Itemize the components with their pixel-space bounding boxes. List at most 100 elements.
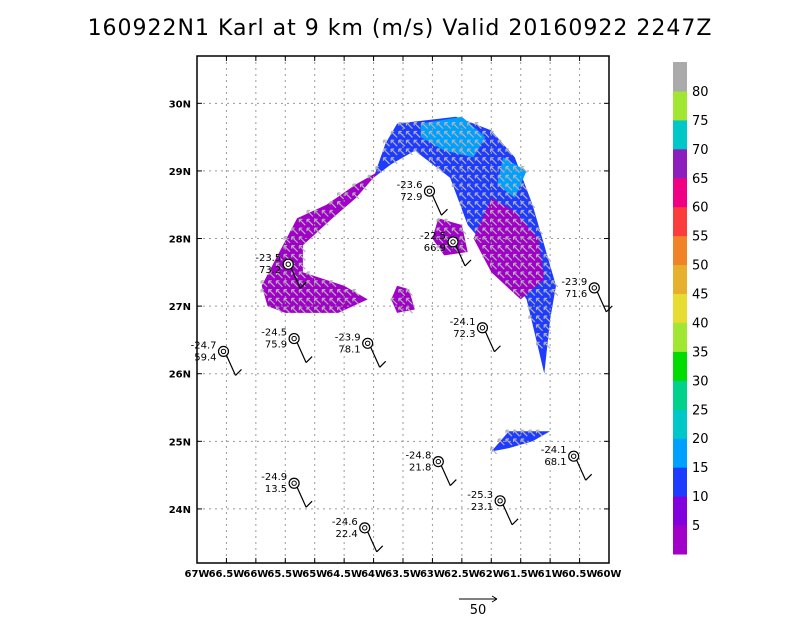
wind-arrow-head [467,218,471,223]
wind-arrow-head [436,157,441,161]
wind-arrow [321,210,329,217]
wind-arrow-head [528,289,532,293]
wind-arrow-head [459,165,464,170]
wind-arrow [398,122,406,130]
wind-arrow-head [551,280,555,284]
wind-arrow-head [490,174,494,179]
wind-arrow-head [535,315,540,319]
wind-arrow [505,192,513,200]
wind-arrow [497,262,505,270]
wind-arrow-head [298,271,303,276]
wind-arrow-head [390,148,395,152]
wind-arrow-head [329,306,333,311]
wind-arrow [528,306,536,314]
wind-arrow [268,297,276,305]
wind-arrow-head [505,253,509,258]
wind-arrow [467,192,475,200]
wind-arrow-head [329,209,333,214]
wind-arrow-head [535,280,540,284]
wind-arrow-head [321,280,326,284]
colorbar-swatch [673,496,687,526]
wind-arrow [505,227,513,235]
wind-arrow [429,139,436,147]
wind-arrow [291,254,299,261]
wind-arrow [352,289,360,297]
wind-arrow [497,236,505,244]
wind-arrow [490,166,498,173]
wind-arrow-head [497,271,502,276]
wind-arrow [490,262,498,270]
colorbar-swatch [673,264,687,295]
wind-arrow [474,201,482,209]
wind-arrow [421,122,429,130]
station-ring [282,258,294,270]
station-8: -24.821.8 [405,451,457,487]
wind-arrow [490,192,498,200]
wind-arrow-head [520,271,525,276]
wind-arrow-head [474,209,479,214]
wind-arrow-head [535,324,540,328]
wind-arrow-head [497,192,502,196]
wind-arrow-head [512,201,517,205]
wind-arrow-head [497,183,502,188]
wind-arrow-head [505,209,509,214]
wind-arrow-head [321,306,326,311]
wind-arrow-head [497,245,502,249]
wind-barb-flag [441,208,448,216]
wind-arrow-head [520,218,525,223]
colorbar-label: 45 [692,288,709,303]
wind-arrow [291,236,299,244]
station-ring [288,332,300,345]
station-wind: 59.4 [194,352,216,363]
wind-arrow [459,227,467,235]
colorbar-label: 70 [692,143,709,158]
wind-arrow-head [283,306,288,311]
wind-arrow [467,201,475,209]
wind-arrow-head [413,139,418,144]
wind-arrow-head [291,289,295,293]
station-dot [435,458,442,465]
wind-arrow [513,429,521,437]
wind-arrow [459,236,467,244]
wind-arrow-head [505,245,509,249]
wind-arrow [505,429,513,437]
wind-arrow [337,201,345,209]
wind-arrow-head [467,139,471,144]
x-tick-label: 65W [302,569,327,580]
wind-arrow [528,315,536,323]
wind-arrow-head [474,236,479,240]
wind-arrow [444,157,452,165]
x-tick-label: 65.5W [267,569,303,580]
wind-arrow [459,166,467,173]
station-ring [359,522,371,534]
wind-arrow [497,183,505,191]
wind-arrow [291,297,299,305]
wind-arrow-head [337,201,341,205]
wind-arrow-head [482,218,486,223]
wind-arrow [505,210,513,217]
wind-arrow-head [260,289,265,293]
wind-arrow [474,157,482,165]
wind-arrow [344,289,352,297]
wind-arrow [490,183,498,191]
wind-arrow-head [451,148,456,152]
wind-arrow-head [505,438,509,442]
y-tick-label: 26N [169,370,191,381]
wind-arrow-head [474,157,479,161]
colorbar-label: 20 [692,432,709,447]
wind-arrow-head [451,174,456,179]
wind-barb [296,342,307,363]
wind-arrow-head [520,183,525,188]
wind-arrow [383,157,390,165]
wind-arrow-head [451,130,456,135]
wind-arrow [543,262,551,270]
wind-arrow-head [459,183,464,188]
wind-arrow-head [505,157,509,161]
station-dot [426,188,433,194]
wind-arrow-head [490,192,494,196]
wind-barb-flag [464,259,472,267]
wind-arrow-head [298,253,303,258]
y-tick-label: 27N [169,302,191,313]
wind-arrow [513,254,521,261]
wind-arrow-head [390,157,395,161]
